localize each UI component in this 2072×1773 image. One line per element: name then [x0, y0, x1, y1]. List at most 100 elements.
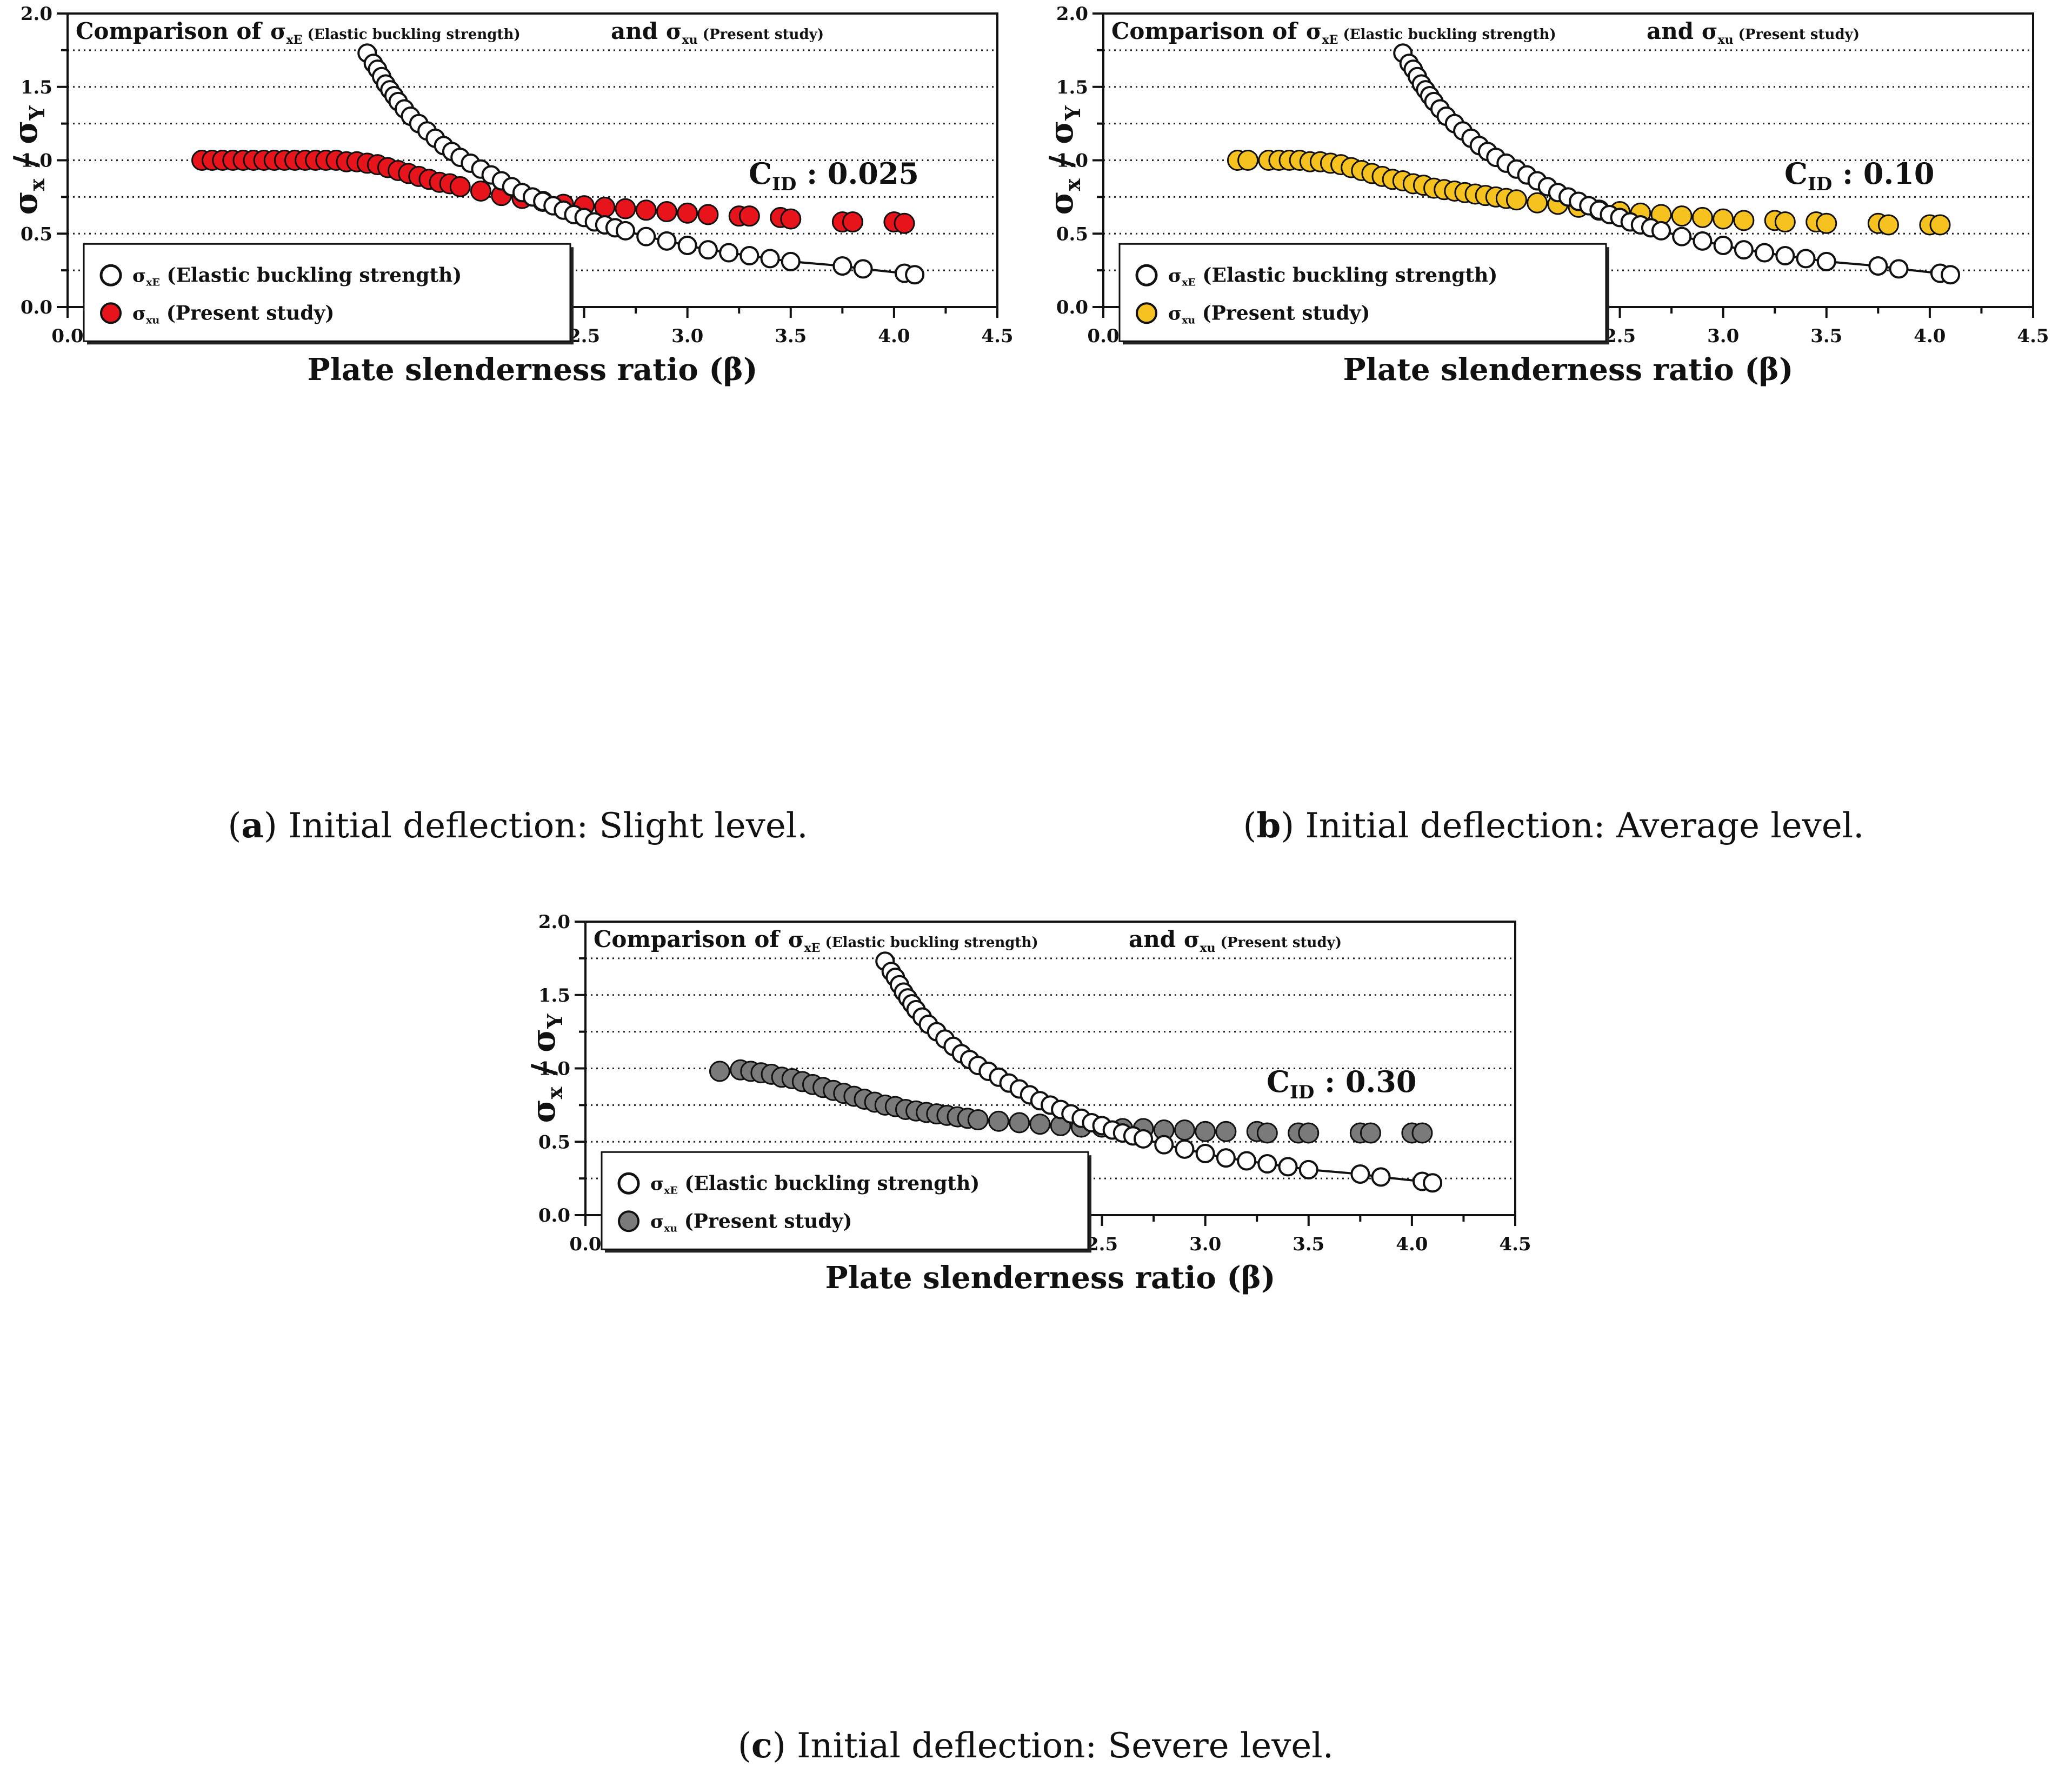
- x-tick-label: 4.5: [981, 325, 1013, 347]
- elastic-point: [1755, 243, 1775, 263]
- present-point: [988, 1110, 1009, 1132]
- panel-b: 0.00.51.01.52.02.53.03.54.04.50.00.51.01…: [1036, 0, 2071, 886]
- present-point: [635, 199, 657, 221]
- present-point: [1505, 189, 1527, 211]
- y-axis-label: σx / σY: [1043, 105, 1085, 215]
- y-tick-label: 0.0: [1056, 297, 1088, 318]
- legend-box: [601, 1151, 1089, 1250]
- legend-label-present: σxu (Present study): [132, 302, 334, 326]
- y-tick-label: 1.5: [21, 77, 52, 98]
- present-point: [1298, 1122, 1320, 1144]
- caption-a: (a) Initial deflection: Slight level.: [228, 805, 808, 846]
- present-point: [738, 205, 760, 227]
- present-point: [1237, 150, 1259, 171]
- legend-label-present: σxu (Present study): [650, 1210, 852, 1234]
- elastic-point: [657, 231, 677, 251]
- elastic-point: [1154, 1135, 1174, 1155]
- elastic-point: [905, 265, 925, 285]
- panel-c: 0.00.51.01.52.02.53.03.54.04.50.00.51.01…: [518, 908, 1554, 1773]
- x-axis-label: Plate slenderness ratio (β): [825, 1260, 1276, 1296]
- elastic-point: [719, 243, 739, 263]
- x-axis-label: Plate slenderness ratio (β): [308, 352, 758, 388]
- elastic-point: [1889, 259, 1909, 279]
- elastic-point: [1796, 249, 1816, 269]
- elastic-point: [1350, 1164, 1370, 1184]
- elastic-point: [781, 251, 801, 271]
- elastic-point: [1237, 1151, 1257, 1171]
- legend-marker-elastic: [99, 264, 122, 286]
- title-elastic: σxE (Elastic buckling strength): [788, 927, 1038, 955]
- chart-title: Comparison of σxE (Elastic buckling stren…: [594, 926, 1342, 955]
- present-point: [677, 202, 698, 224]
- elastic-point: [1216, 1148, 1236, 1168]
- title-present: σxu (Present study): [1702, 19, 1860, 47]
- elastic-point: [1868, 256, 1888, 276]
- y-tick-label: 1.0: [1056, 150, 1088, 172]
- present-point: [894, 212, 915, 234]
- cid-annotation: CID : 0.30: [1267, 1064, 1416, 1103]
- elastic-point: [739, 245, 759, 265]
- y-tick-label: 1.0: [21, 150, 52, 172]
- legend-marker-present: [618, 1210, 639, 1232]
- y-tick-label: 0.0: [21, 297, 52, 318]
- x-tick-label: 3.0: [1707, 325, 1739, 347]
- y-tick-label: 0.5: [538, 1131, 570, 1153]
- legend-label-elastic: σxE (Elastic buckling strength): [1168, 264, 1497, 288]
- present-point: [709, 1061, 730, 1082]
- chart-b: 0.00.51.01.52.02.53.03.54.04.50.00.51.01…: [1043, 3, 2049, 388]
- y-tick-label: 0.5: [21, 223, 52, 245]
- y-tick-label: 0.0: [538, 1205, 570, 1227]
- chart-title: Comparison of σxE (Elastic buckling stren…: [1111, 18, 1860, 47]
- x-tick-label: 0.0: [1087, 325, 1119, 347]
- present-point: [449, 176, 471, 197]
- elastic-point: [1278, 1157, 1298, 1177]
- x-tick-label: 3.0: [671, 325, 703, 347]
- elastic-point: [677, 235, 697, 255]
- legend-box: [83, 243, 571, 342]
- y-tick-label: 1.0: [538, 1058, 570, 1080]
- y-axis-label: σx / σY: [7, 105, 49, 215]
- elastic-point: [636, 226, 656, 246]
- title-prefix: Comparison of: [76, 18, 263, 44]
- legend: σxE (Elastic buckling strength) σxu (Pres…: [601, 1151, 1091, 1253]
- y-axis-label: σx / σY: [525, 1014, 567, 1123]
- cid-annotation: CID : 0.025: [749, 156, 919, 195]
- y-tick-label: 2.0: [21, 3, 52, 25]
- caption-b: (b) Initial deflection: Average level.: [1243, 805, 1864, 846]
- x-tick-label: 3.5: [775, 325, 807, 347]
- x-tick-label: 4.0: [1396, 1234, 1428, 1255]
- panel-a: 0.00.51.01.52.02.53.03.54.04.50.00.51.01…: [0, 0, 1036, 886]
- title-prefix: Comparison of: [594, 926, 781, 952]
- present-point: [1195, 1121, 1216, 1142]
- present-point: [1713, 208, 1734, 230]
- x-tick-label: 3.5: [1810, 325, 1842, 347]
- elastic-point: [853, 259, 873, 279]
- elastic-point: [698, 240, 718, 260]
- title-present: σxu (Present study): [666, 19, 824, 47]
- present-point: [1256, 1122, 1278, 1144]
- present-point: [1877, 214, 1899, 236]
- title-present: σxu (Present study): [1184, 927, 1342, 955]
- present-point: [842, 211, 863, 233]
- legend-marker-present: [100, 302, 122, 324]
- y-tick-label: 1.5: [538, 985, 570, 1007]
- present-point: [1029, 1114, 1051, 1135]
- chart-a: 0.00.51.01.52.02.53.03.54.04.50.00.51.01…: [7, 3, 1014, 388]
- present-point: [780, 208, 802, 230]
- present-point: [1816, 212, 1837, 234]
- cid-annotation: CID : 0.10: [1784, 156, 1934, 195]
- chart-c: 0.00.51.01.52.02.53.03.54.04.50.00.51.01…: [525, 911, 1531, 1296]
- x-tick-label: 4.5: [2017, 325, 2049, 347]
- present-point: [1174, 1119, 1195, 1141]
- legend: σxE (Elastic buckling strength) σxu (Pres…: [83, 243, 574, 345]
- x-tick-label: 0.0: [51, 325, 83, 347]
- title-prefix: Comparison of: [1111, 18, 1298, 44]
- present-point: [1733, 210, 1755, 231]
- x-tick-label: 3.5: [1292, 1234, 1324, 1255]
- elastic-point: [1134, 1129, 1153, 1149]
- present-point: [1411, 1122, 1433, 1144]
- y-tick-label: 2.0: [1056, 3, 1088, 25]
- x-tick-label: 4.5: [1499, 1234, 1531, 1255]
- present-point: [967, 1109, 989, 1131]
- elastic-point: [760, 249, 780, 269]
